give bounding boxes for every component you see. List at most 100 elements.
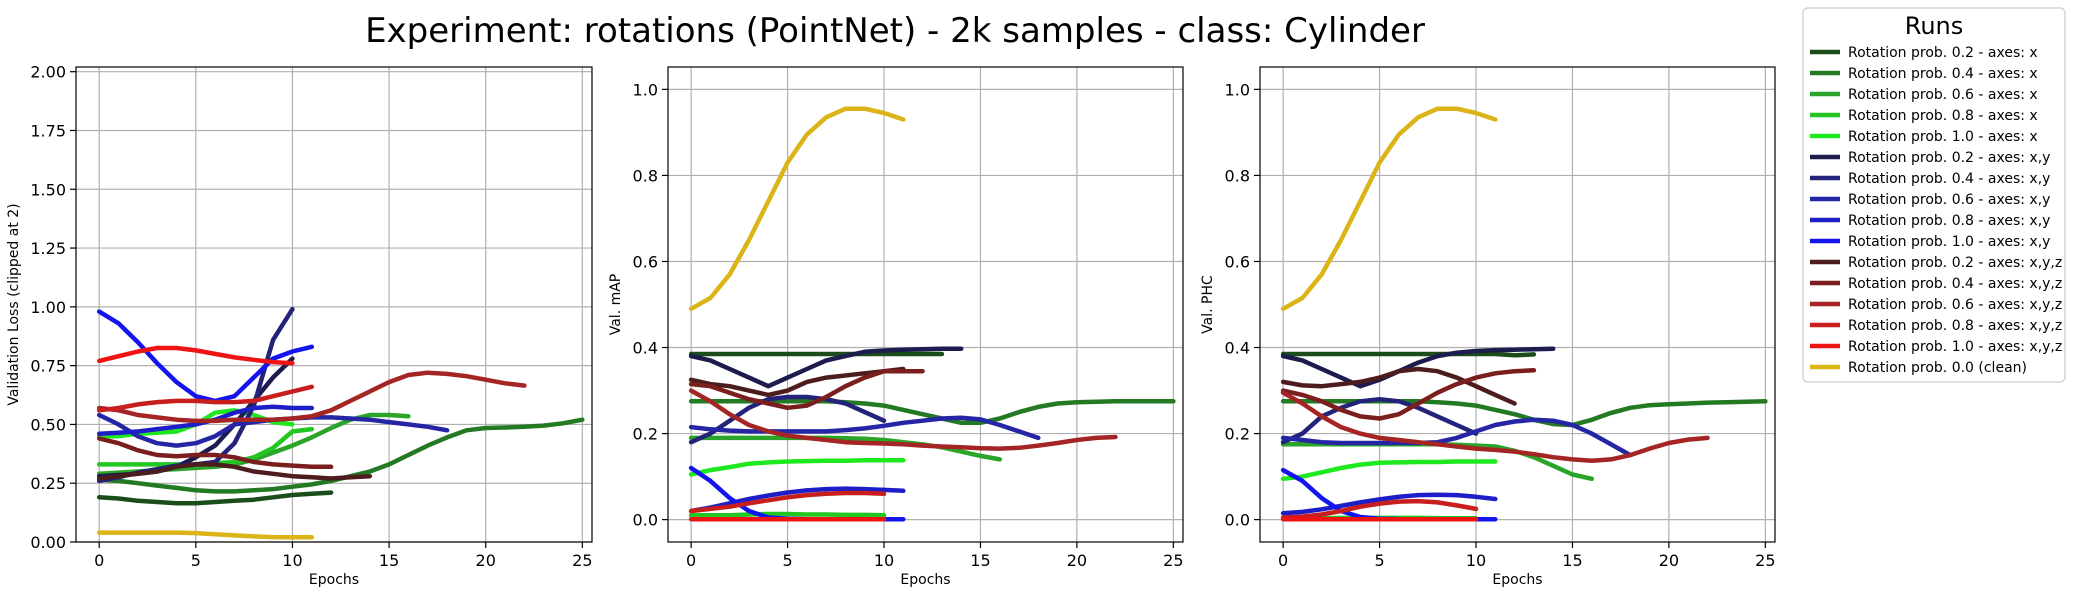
y-tick-label: 0.2 (633, 425, 658, 444)
x-axis-label: Epochs (900, 572, 950, 588)
y-tick-label: 0.8 (1225, 166, 1250, 185)
y-tick-label: 0.25 (30, 474, 66, 493)
legend-item: Rotation prob. 0.8 - axes: x,y,z (1810, 318, 2062, 334)
legend-label: Rotation prob. 0.4 - axes: x,y,z (1848, 276, 2062, 292)
legend-title: Runs (1905, 12, 1964, 40)
legend-label: Rotation prob. 0.8 - axes: x,y (1848, 213, 2050, 229)
series-line (1280, 351, 1537, 358)
y-axis-label: Validation Loss (clipped at 2) (6, 203, 22, 405)
y-axis-label: Val. mAP (608, 274, 624, 336)
x-tick-label: 15 (1562, 551, 1582, 570)
series-line (688, 346, 964, 389)
legend-items: Rotation prob. 0.2 - axes: x Rotation pro… (1810, 45, 2062, 376)
legend-label: Rotation prob. 0.2 - axes: x,y (1848, 150, 2050, 166)
series-line (96, 462, 373, 481)
legend-item: Rotation prob. 0.4 - axes: x (1810, 66, 2038, 82)
series-line (96, 436, 334, 470)
legend-label: Rotation prob. 0.8 - axes: x (1848, 108, 2038, 124)
y-tick-label: 1.50 (30, 180, 66, 199)
series-line (96, 384, 315, 413)
legend-item: Rotation prob. 0.2 - axes: x,y,z (1810, 255, 2062, 271)
legend-item: Rotation prob. 1.0 - axes: x,y,z (1810, 339, 2062, 355)
x-tick-label: 0 (686, 551, 696, 570)
legend-box (1802, 7, 2066, 383)
legend-item: Rotation prob. 1.0 - axes: x (1810, 129, 2038, 145)
x-tick-label: 20 (1659, 551, 1679, 570)
series-line (1280, 459, 1498, 482)
series-line (1280, 346, 1556, 389)
y-tick-label: 0.00 (30, 533, 66, 552)
legend-label: Rotation prob. 0.2 - axes: x (1848, 45, 2038, 61)
axes-frame (1259, 66, 1776, 543)
series-line (688, 415, 1041, 441)
legend-item: Rotation prob. 0.4 - axes: x,y,z (1810, 276, 2062, 292)
series-line (96, 490, 334, 506)
series-line (96, 345, 295, 366)
legend-label: Rotation prob. 0.6 - axes: x (1848, 87, 2038, 103)
legend-label: Rotation prob. 0.6 - axes: x,y (1848, 192, 2050, 208)
legend-label: Rotation prob. 0.2 - axes: x,y,z (1848, 255, 2062, 271)
series-line (688, 490, 887, 514)
series-line (688, 458, 906, 477)
x-tick-label: 0 (94, 551, 104, 570)
y-tick-label: 1.0 (633, 80, 658, 99)
y-tick-label: 2.00 (30, 63, 66, 82)
y-tick-label: 0.8 (633, 166, 658, 185)
y-tick-label: 0.0 (1225, 511, 1250, 530)
series-line (688, 394, 887, 445)
legend-label: Rotation prob. 0.0 (clean) (1848, 360, 2027, 376)
y-tick-label: 0.4 (1225, 339, 1250, 358)
y-tick-label: 0.0 (633, 511, 658, 530)
series-line (96, 309, 315, 404)
legend: Runs Rotation prob. 0.2 - axes: xRotatio… (1802, 7, 2066, 383)
legend-label: Rotation prob. 0.6 - axes: x,y,z (1848, 297, 2062, 313)
series-line (688, 486, 906, 514)
x-tick-label: 5 (782, 551, 792, 570)
y-tick-label: 0.2 (1225, 425, 1250, 444)
legend-item: Rotation prob. 0.4 - axes: x,y (1810, 171, 2050, 187)
legend-label: Rotation prob. 1.0 - axes: x,y,z (1848, 339, 2062, 355)
series-line (1280, 498, 1479, 520)
y-tick-label: 0.6 (1225, 252, 1250, 271)
panel-3: 0 5 10 15 20 25 0.0 0.2 0.4 0.6 0.8 1.0 Epochs Val. P… (1200, 66, 1776, 588)
series-line (1280, 417, 1633, 458)
legend-item: Rotation prob. 0.2 - axes: x,y (1810, 150, 2050, 166)
y-axis-label: Val. PHC (1200, 275, 1216, 334)
legend-label: Rotation prob. 0.4 - axes: x (1848, 66, 2038, 82)
x-tick-label: 0 (1278, 551, 1288, 570)
axes-frame (667, 66, 1184, 543)
series-line (1280, 368, 1537, 421)
x-axis-label: Epochs (309, 572, 359, 588)
series-line (1280, 366, 1517, 406)
x-tick-label: 10 (1466, 551, 1486, 570)
series-line (1280, 396, 1479, 445)
legend-label: Rotation prob. 1.0 - axes: x,y (1848, 234, 2050, 250)
series-line (96, 370, 527, 424)
series-line (688, 368, 925, 411)
legend-item: Rotation prob. 1.0 - axes: x,y (1810, 234, 2050, 250)
series-line (688, 106, 906, 312)
y-tick-label: 0.75 (30, 357, 66, 376)
legend-item: Rotation prob. 0.6 - axes: x (1810, 87, 2038, 103)
legend-label: Rotation prob. 0.8 - axes: x,y,z (1848, 318, 2062, 334)
y-tick-label: 0.50 (30, 415, 66, 434)
legend-item: Rotation prob. 0.0 (clean) (1810, 360, 2027, 376)
series-line (688, 388, 1118, 451)
legend-label: Rotation prob. 0.4 - axes: x,y (1848, 171, 2050, 187)
series-line (1280, 492, 1498, 516)
series-line (688, 399, 1176, 426)
x-tick-label: 25 (1163, 551, 1183, 570)
series-line (1280, 390, 1710, 463)
x-tick-label: 5 (191, 551, 201, 570)
y-tick-label: 1.0 (1225, 80, 1250, 99)
legend-item: Rotation prob. 0.8 - axes: x,y (1810, 213, 2050, 229)
x-tick-label: 20 (1067, 551, 1087, 570)
legend-item: Rotation prob. 0.8 - axes: x (1810, 108, 2038, 124)
x-tick-label: 10 (282, 551, 302, 570)
legend-label: Rotation prob. 1.0 - axes: x (1848, 129, 2038, 145)
x-tick-label: 15 (379, 551, 399, 570)
series-line (688, 366, 906, 398)
x-tick-label: 20 (476, 551, 496, 570)
x-tick-label: 25 (572, 551, 592, 570)
